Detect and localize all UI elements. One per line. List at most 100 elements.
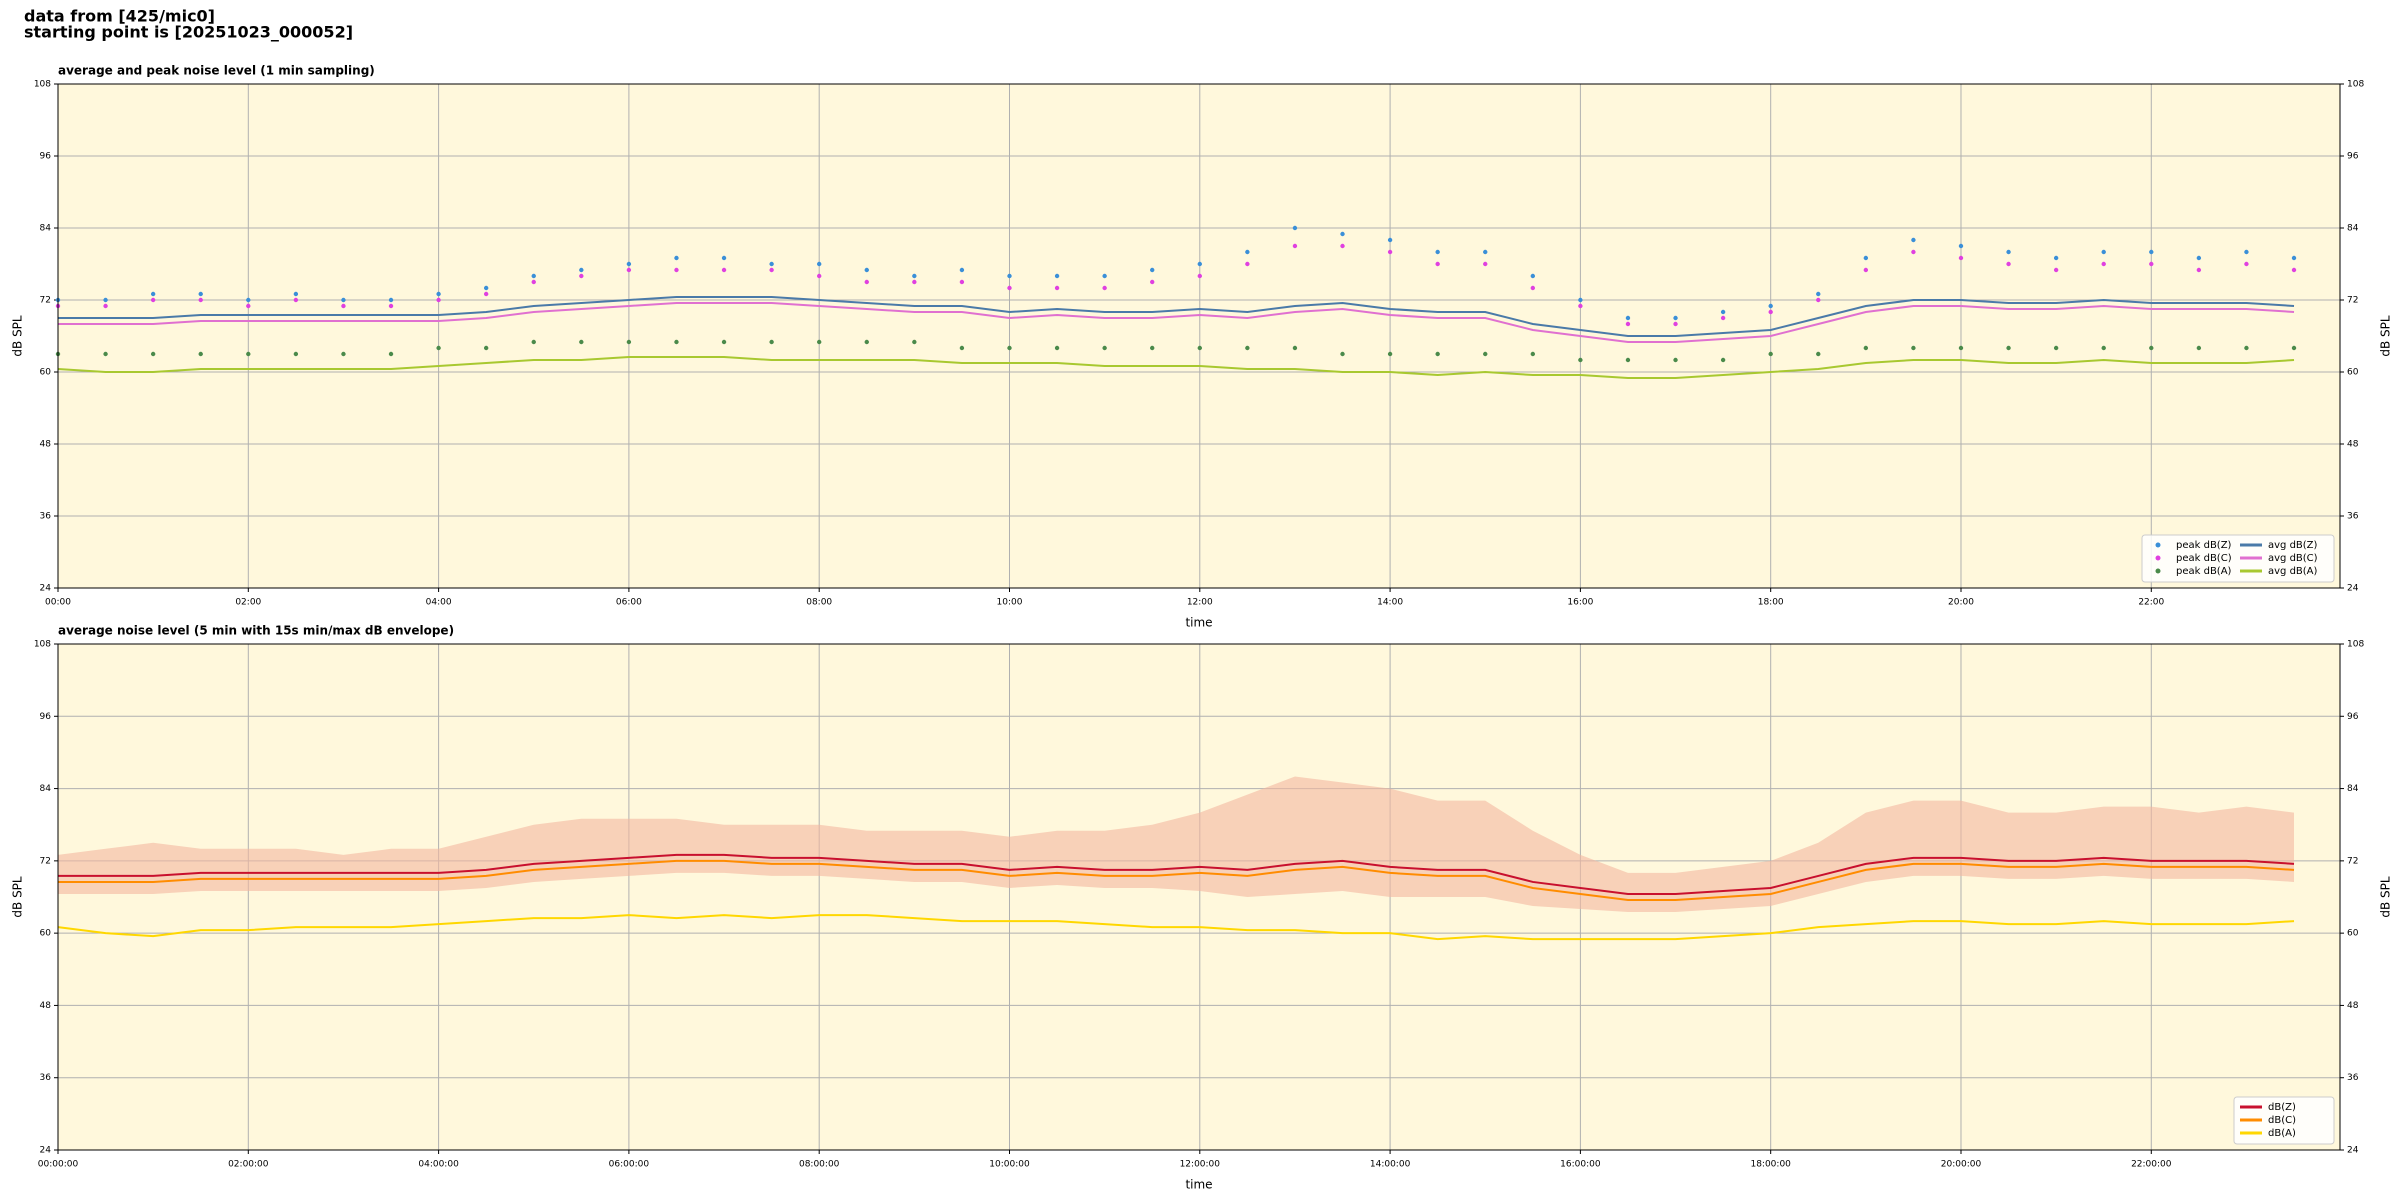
peak-dot — [1768, 309, 1773, 315]
peak-dot — [1911, 345, 1916, 351]
peak-dot — [2101, 345, 2106, 351]
peak-dot — [1483, 249, 1488, 255]
peak-dot — [816, 339, 822, 345]
peak-dot — [198, 297, 203, 303]
peak-dot — [2244, 345, 2249, 351]
legend-label: dB(Z) — [2268, 1102, 2296, 1113]
legend-label: avg dB(C) — [2268, 553, 2318, 564]
peak-dot — [2006, 345, 2011, 351]
peak-dot — [1720, 357, 1726, 363]
peak-dot — [1578, 357, 1583, 363]
peak-dot — [2291, 255, 2297, 261]
peak-dot — [341, 351, 346, 357]
y2-axis-label: dB SPL — [2379, 876, 2393, 918]
peak-dot — [1530, 351, 1536, 357]
y2-tick-label: 48 — [2347, 1001, 2359, 1011]
peak-dot — [2006, 261, 2011, 267]
x-tick-label: 08:00:00 — [799, 1160, 840, 1170]
peak-dot — [1054, 273, 1060, 279]
peak-dot — [2291, 345, 2297, 351]
peak-dot — [341, 297, 346, 303]
peak-dot — [864, 267, 869, 273]
peak-dot — [1625, 357, 1631, 363]
peak-dot — [2053, 345, 2059, 351]
envelope-area — [58, 776, 2295, 913]
peak-dot — [1673, 357, 1678, 363]
peak-dot — [483, 285, 489, 291]
peak-dot — [1530, 285, 1536, 291]
plot-area — [58, 84, 2340, 588]
y2-tick-label: 24 — [2347, 584, 2359, 594]
plot-frame — [57, 83, 2341, 589]
y-tick-label: 84 — [40, 224, 52, 234]
x-tick-label: 06:00 — [616, 598, 642, 608]
x-tick-label: 22:00 — [2138, 598, 2164, 608]
peak-dot — [579, 339, 584, 345]
peak-dot — [1958, 255, 1964, 261]
peak-dot — [912, 339, 917, 345]
peak-dot — [1340, 351, 1345, 357]
peak-dot — [1007, 273, 1012, 279]
peak-dot — [1007, 285, 1012, 291]
peak-dot — [2101, 249, 2106, 255]
x-tick-label: 22:00:00 — [2131, 1160, 2172, 1170]
y2-tick-label: 96 — [2347, 712, 2359, 722]
peak-dot — [864, 279, 869, 285]
legend-label: peak dB(C) — [2176, 553, 2232, 564]
peak-dot — [1102, 273, 1107, 279]
x-tick-label: 10:00 — [997, 598, 1023, 608]
peak-dot — [1292, 243, 1298, 249]
peak-dot — [2053, 255, 2059, 261]
peak-dot — [1911, 237, 1916, 243]
peak-dot — [1197, 273, 1202, 279]
peak-dot — [674, 339, 679, 345]
y-tick-label: 96 — [40, 152, 52, 162]
peak-dot — [1625, 321, 1631, 327]
peak-dot — [959, 345, 965, 351]
y-axis-label: dB SPL — [11, 315, 25, 357]
peak-dot — [483, 291, 489, 297]
y-tick-label: 108 — [34, 80, 51, 90]
peak-dot — [1245, 261, 1250, 267]
peak-dot — [626, 267, 632, 273]
peak-dot — [1197, 261, 1202, 267]
peak-dot — [864, 339, 869, 345]
peak-dot — [1197, 345, 1202, 351]
peak-dot — [721, 255, 727, 261]
x-tick-label: 10:00:00 — [989, 1160, 1030, 1170]
series-line — [57, 914, 2295, 941]
peak-dot — [2149, 345, 2154, 351]
peak-dot — [579, 267, 584, 273]
peak-dot — [1816, 351, 1821, 357]
peak-dot — [1292, 225, 1298, 231]
subplot-title: average and peak noise level (1 min samp… — [58, 64, 375, 78]
y2-tick-label: 36 — [2347, 512, 2359, 522]
peak-dot — [2291, 267, 2297, 273]
peak-dot — [2149, 249, 2154, 255]
peak-dot — [1625, 315, 1631, 321]
peak-dot — [2196, 345, 2202, 351]
series-line — [58, 859, 2295, 902]
peak-dot — [1007, 345, 1012, 351]
x-tick-label: 20:00:00 — [1941, 1160, 1982, 1170]
series-line — [57, 356, 2295, 379]
y-tick-label: 60 — [40, 368, 52, 378]
y-tick-label: 84 — [40, 784, 52, 794]
peak-dot — [531, 339, 536, 345]
peak-dot — [1863, 267, 1869, 273]
peak-dot — [2149, 261, 2154, 267]
plot-frame — [57, 643, 2341, 1151]
peak-dot — [1673, 321, 1678, 327]
subplot-title: average noise level (5 min with 15s min/… — [58, 624, 454, 638]
x-tick-label: 02:00:00 — [228, 1160, 269, 1170]
peak-dot — [436, 291, 441, 297]
peak-dot — [388, 303, 394, 309]
peak-dot — [769, 261, 774, 267]
y-tick-label: 24 — [40, 1146, 52, 1156]
peak-dot — [912, 273, 917, 279]
peak-dot — [1387, 249, 1393, 255]
y2-tick-label: 60 — [2347, 929, 2359, 939]
y-axis-label: dB SPL — [11, 876, 25, 918]
legend-label: avg dB(A) — [2268, 566, 2318, 577]
peak-dot — [2101, 261, 2106, 267]
